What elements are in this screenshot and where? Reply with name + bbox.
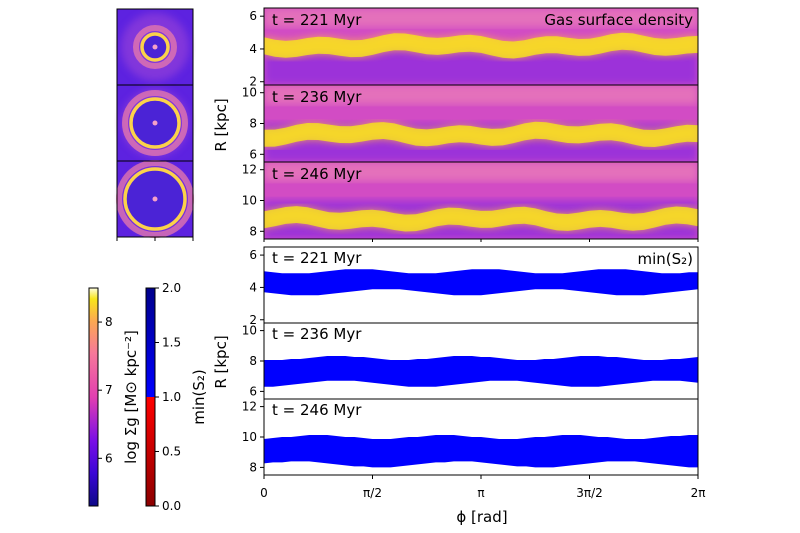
thumbnail-center — [152, 120, 158, 126]
y-tick-label: 8 — [249, 224, 257, 238]
thumbnail-outer-ring — [133, 25, 177, 69]
density-panel: 8 10 12 t = 246 Myr — [242, 161, 699, 242]
y-tick-label: 6 — [249, 147, 257, 161]
min-s2-panel: 2 4 6 t = 221 Myr — [249, 246, 699, 327]
y-tick-label: 10 — [242, 86, 257, 100]
disk-thumbnail — [116, 8, 194, 86]
disk-thumbnail — [116, 160, 194, 238]
density-colorbar-tick-label: 6 — [105, 451, 113, 465]
density-panel: 6 8 10 t = 236 Myr — [242, 84, 699, 165]
y-tick-label: 6 — [249, 9, 257, 23]
y-tick-label: 12 — [242, 400, 257, 414]
stability-colorbar-tick-label: 0.0 — [162, 499, 181, 513]
panel-time-label: t = 246 Myr — [272, 401, 362, 419]
x-tick-label: 2π — [691, 486, 706, 500]
density-colorbar-label: log Σg [M⊙ kpc⁻²] — [122, 330, 140, 464]
y-tick-label: 8 — [249, 460, 257, 474]
y-tick-label: 4 — [249, 280, 257, 294]
y-tick-label: 8 — [249, 117, 257, 131]
x-tick-label: 0 — [260, 486, 268, 500]
x-tick-label: 3π/2 — [576, 486, 603, 500]
panel-time-label: t = 221 Myr — [272, 11, 362, 29]
min-s2-panel: 8 10 12 t = 246 Myr — [242, 398, 699, 479]
thumbnail-center — [152, 44, 158, 50]
colorbars: 6 7 8 0.0 0.5 1.0 1.5 2.0 log Σg [M⊙ kpc⁻²] min… — [88, 281, 208, 513]
density-ring — [264, 206, 698, 232]
y-tick-label: 8 — [249, 354, 257, 368]
y-tick-label: 10 — [242, 194, 257, 208]
disk-thumbnail — [116, 84, 194, 162]
y-tick-label: 4 — [249, 42, 257, 56]
top-ylabel: R [kpc] — [212, 98, 230, 151]
y-tick-label: 10 — [242, 324, 257, 338]
disk-thumbnails — [116, 8, 194, 241]
min-s2-panels: 2 4 6 t = 221 Myr 6 8 10 t = 236 Myr 8 10 12 t = 24… — [242, 246, 706, 500]
stability-colorbar-tick-label: 1.0 — [162, 390, 181, 404]
density-colorbar-tick-label: 7 — [105, 383, 113, 397]
stability-colorbar-tick-label: 1.5 — [162, 336, 181, 350]
stable-band — [264, 269, 698, 296]
y-tick-label: 2 — [249, 313, 257, 327]
y-tick-label: 2 — [249, 75, 257, 89]
gas-density-title: Gas surface density — [544, 11, 693, 29]
density-colorbar — [88, 287, 99, 507]
bottom-ylabel: R [kpc] — [212, 335, 230, 388]
stable-band — [264, 435, 698, 468]
density-outer-haze — [264, 85, 698, 105]
x-tick-label: π — [477, 486, 484, 500]
stability-colorbar-tick-label: 2.0 — [162, 281, 181, 295]
density-outer-haze — [264, 162, 698, 182]
x-tick-label: π/2 — [363, 486, 382, 500]
xlabel: ϕ [rad] — [456, 508, 507, 526]
panel-time-label: t = 236 Myr — [272, 325, 362, 343]
density-ring — [264, 32, 698, 59]
thumbnail-center — [152, 196, 158, 202]
stability-colorbar-tick-label: 0.5 — [162, 445, 181, 459]
panel-time-label: t = 221 Myr — [272, 249, 362, 267]
gas-density-panels: 2 4 6 t = 221 Myr 6 8 10 t = 236 Myr 8 10 12 t = 24… — [242, 7, 699, 242]
density-colorbar-tick-label: 8 — [105, 315, 113, 329]
min-s2-panel: 6 8 10 t = 236 Myr — [242, 322, 699, 403]
y-tick-label: 6 — [249, 384, 257, 398]
y-tick-label: 6 — [249, 248, 257, 262]
stable-band — [264, 355, 698, 387]
thumbnail-outer-ring — [122, 90, 188, 156]
panel-time-label: t = 236 Myr — [272, 88, 362, 106]
stability-colorbar — [145, 287, 156, 507]
thumbnail-outer-ring — [116, 160, 194, 238]
y-tick-label: 10 — [242, 430, 257, 444]
min-s2-title: min(S₂) — [637, 250, 693, 268]
stability-colorbar-label: min(S₂) — [190, 369, 208, 425]
panel-time-label: t = 246 Myr — [272, 165, 362, 183]
y-tick-label: 12 — [242, 163, 257, 177]
density-outer-haze — [264, 8, 698, 28]
density-panel: 2 4 6 t = 221 Myr — [249, 7, 699, 89]
density-ring — [264, 121, 698, 147]
